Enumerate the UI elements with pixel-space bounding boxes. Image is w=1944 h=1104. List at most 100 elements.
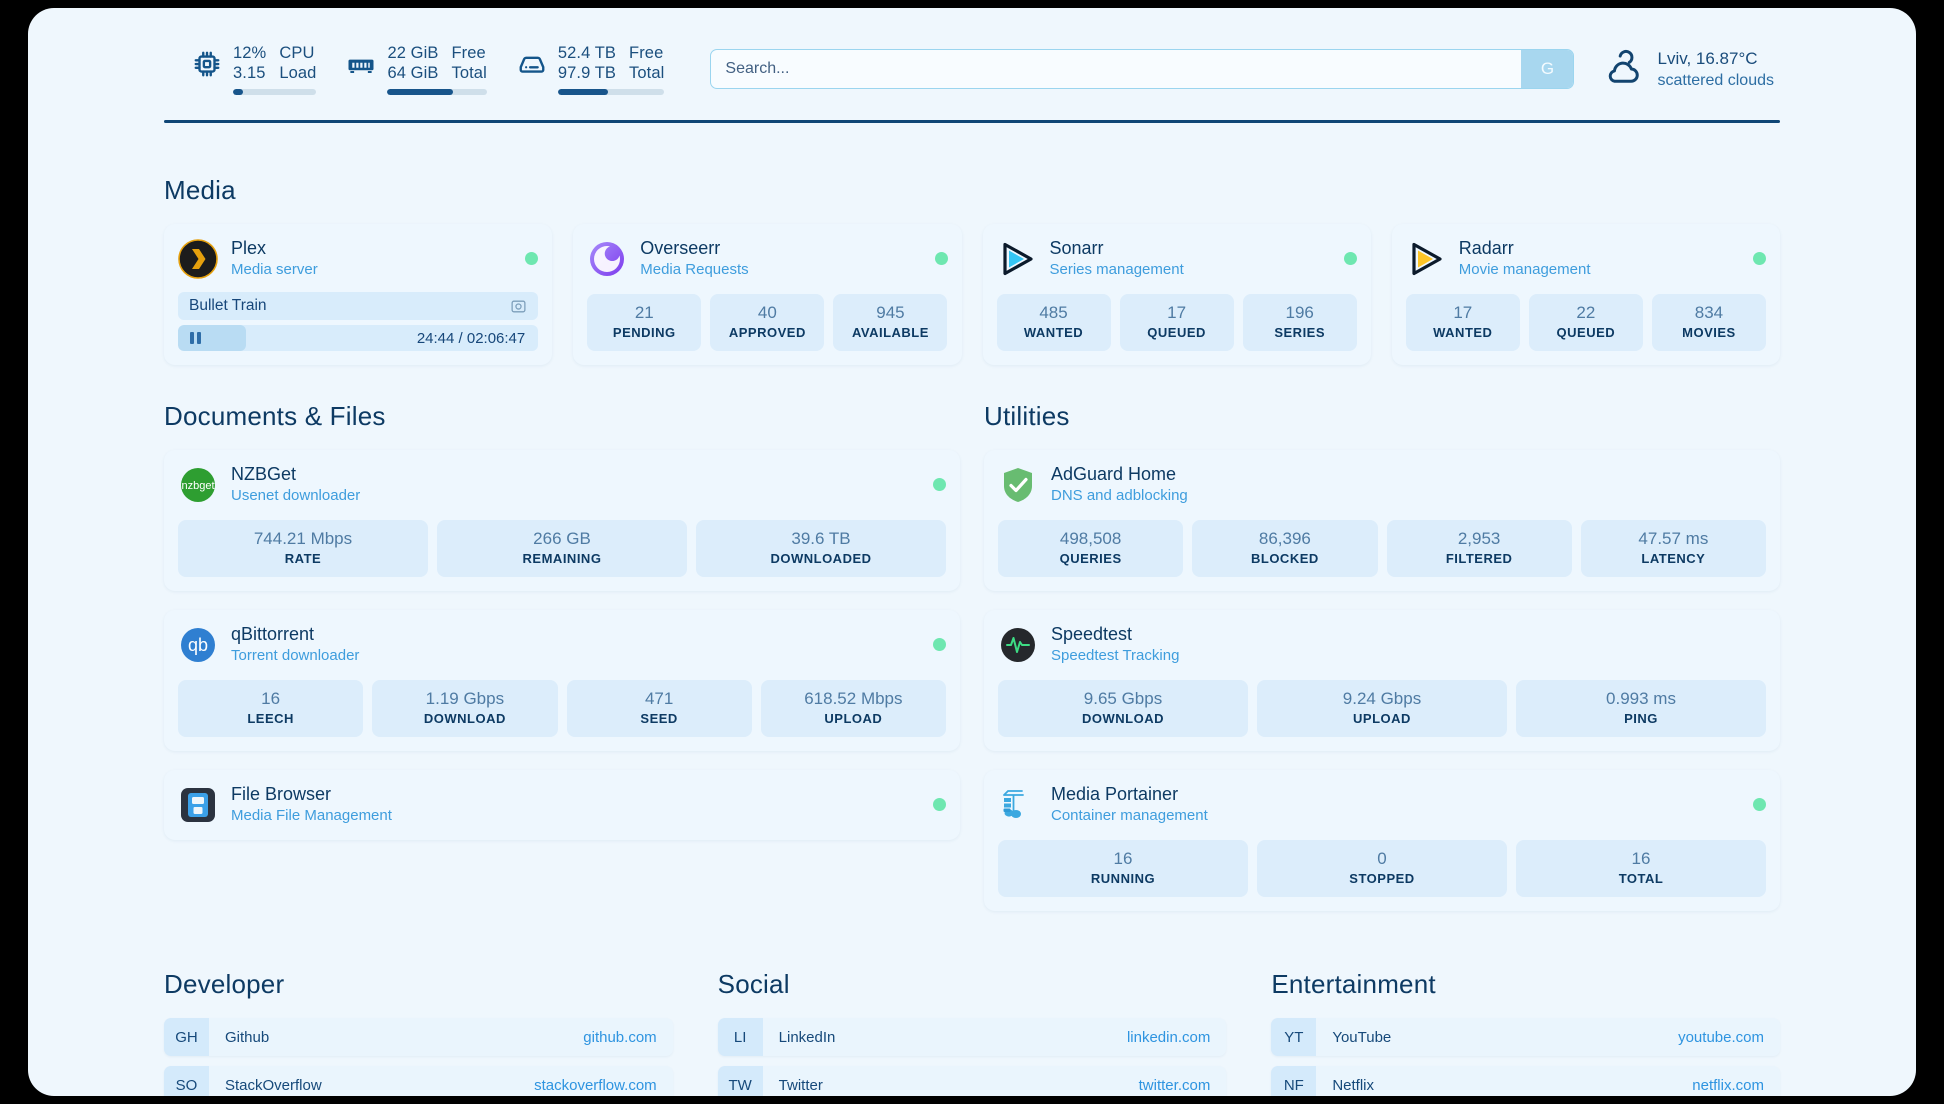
cast-icon[interactable] [510, 298, 527, 315]
stat-label: RATE [284, 551, 322, 566]
bookmark-group-social: Social LI LinkedIn linkedin.com TW Twitt… [717, 969, 1227, 1096]
stat-tile: 266 GB REMAINING [437, 520, 687, 577]
adguard-icon [998, 465, 1038, 505]
pause-icon[interactable] [190, 332, 201, 344]
stat-value: 86,396 [1258, 529, 1311, 548]
service-stats: 21 PENDING 40 APPROVED 945 AVAILABLE [587, 294, 948, 351]
service-name: NZBGet [231, 464, 297, 484]
bookmark-abbr: LI [717, 1018, 763, 1056]
stat-label: TOTAL [1618, 871, 1664, 886]
stat-label: LEECH [247, 711, 294, 726]
search-submit-button[interactable]: G [1521, 50, 1574, 88]
cpu-value-bottom: 3.15 [233, 64, 266, 82]
status-indicator [525, 252, 539, 265]
bookmark-url: github.com [583, 1028, 657, 1046]
nzbget-icon: nzbget [178, 465, 218, 505]
service-card-filebrowser[interactable]: File Browser Media File Management [164, 770, 960, 840]
service-card-portainer[interactable]: Media Portainer Container management 16 … [984, 770, 1780, 911]
bookmark-item[interactable]: GH Github github.com [164, 1018, 673, 1056]
bookmark-url: linkedin.com [1126, 1028, 1211, 1046]
service-desc: Container management [1051, 807, 1208, 824]
service-card-nzbget[interactable]: nzbget NZBGet Usenet downloader 744.21 M… [164, 450, 960, 591]
service-card-radarr[interactable]: Radarr Movie management 17 WANTED 22 QUE… [1391, 224, 1780, 365]
stat-tile: 9.24 Gbps UPLOAD [1257, 680, 1507, 737]
bookmark-url: twitter.com [1138, 1076, 1211, 1094]
service-stats: 498,508 QUERIES 86,396 BLOCKED 2,953 FIL… [998, 520, 1766, 577]
service-card-sonarr[interactable]: Sonarr Series management 485 WANTED 17 Q… [982, 224, 1371, 365]
bookmark-group-title: Developer [164, 969, 285, 999]
stat-label: DOWNLOADED [770, 551, 872, 566]
memory-label-bottom: Total [451, 64, 487, 82]
service-name: Speedtest [1051, 624, 1133, 644]
stat-value: 485 [1039, 303, 1068, 322]
stat-value: 618.52 Mbps [804, 689, 903, 708]
bookmark-name: LinkedIn [778, 1028, 836, 1046]
cpu-stat: 12% 3.15 CPU Load [192, 43, 317, 95]
bookmark-item[interactable]: TW Twitter twitter.com [717, 1066, 1227, 1096]
service-card-qbittorrent[interactable]: qb qBittorrent Torrent downloader 16 LEE… [164, 610, 960, 751]
stat-value: 21 [634, 303, 654, 322]
bookmark-url: youtube.com [1678, 1028, 1764, 1046]
memory-label-top: Free [451, 44, 486, 62]
media-section: Media Plex Media server [164, 175, 1780, 365]
stat-value: 9.65 Gbps [1083, 689, 1163, 708]
bookmark-name: StackOverflow [225, 1076, 322, 1094]
stat-tile: 86,396 BLOCKED [1192, 520, 1378, 577]
stat-label: UPLOAD [824, 711, 883, 726]
bookmark-item[interactable]: SO StackOverflow stackoverflow.com [164, 1066, 673, 1096]
now-playing-progress[interactable]: 24:44 / 02:06:47 [178, 325, 539, 351]
weather-condition: scattered clouds [1657, 71, 1774, 89]
dashboard-header: 12% 3.15 CPU Load [164, 34, 1780, 104]
stat-label: MOVIES [1682, 325, 1736, 340]
memory-values: 22 GiB 64 GiB [387, 43, 438, 83]
service-desc: Media Requests [640, 261, 749, 278]
service-desc: Torrent downloader [231, 647, 360, 664]
stat-value: 22 [1576, 303, 1596, 322]
search-input[interactable] [711, 50, 1522, 88]
stat-tile: 485 WANTED [996, 294, 1111, 351]
service-card-adguard[interactable]: AdGuard Home DNS and adblocking 498,508 … [984, 450, 1780, 591]
weather-location-temp: Lviv, 16.87°C [1657, 48, 1758, 68]
bookmark-item[interactable]: LI LinkedIn linkedin.com [717, 1018, 1227, 1056]
bookmark-name: Twitter [778, 1076, 823, 1094]
cloud-icon [1602, 48, 1644, 90]
stat-value: 266 GB [533, 529, 591, 548]
service-stats: 9.65 Gbps DOWNLOAD 9.24 Gbps UPLOAD 0.99… [998, 680, 1766, 737]
stat-tile: 471 SEED [566, 680, 752, 737]
stat-value: 16 [261, 689, 281, 708]
bookmark-abbr: NF [1271, 1066, 1317, 1096]
documents-section-title: Documents & Files [164, 401, 386, 431]
service-desc: Usenet downloader [231, 487, 361, 504]
svg-text:nzbget: nzbget [181, 480, 214, 492]
bookmark-name: Github [225, 1028, 270, 1046]
status-indicator [934, 252, 948, 265]
service-card-overseerr[interactable]: Overseerr Media Requests 21 PENDING 40 A… [573, 224, 962, 365]
stat-value: 834 [1694, 303, 1724, 322]
service-name: Radarr [1458, 238, 1514, 258]
service-desc: Media File Management [231, 807, 392, 824]
bookmark-group-developer: Developer GH Github github.com SO StackO… [164, 969, 673, 1096]
stat-tile: 16 RUNNING [998, 840, 1248, 897]
stat-label: STOPPED [1349, 871, 1415, 886]
disk-label-top: Free [629, 44, 664, 62]
bookmark-name: YouTube [1332, 1028, 1392, 1046]
service-card-speedtest[interactable]: Speedtest Speedtest Tracking 9.65 Gbps D… [984, 610, 1780, 751]
stat-tile: 945 AVAILABLE [833, 294, 948, 351]
radarr-icon [1406, 239, 1446, 279]
utilities-section-title: Utilities [984, 401, 1070, 431]
stat-tile: 39.6 TB DOWNLOADED [696, 520, 946, 577]
stat-label: PING [1624, 711, 1658, 726]
sonarr-icon [997, 239, 1037, 279]
stat-value: 1.19 Gbps [425, 689, 505, 708]
stat-label: APPROVED [728, 325, 806, 340]
service-card-plex[interactable]: Plex Media server Bullet Train [164, 224, 553, 365]
service-name: Media Portainer [1051, 784, 1179, 804]
stat-label: FILTERED [1445, 551, 1513, 566]
status-indicator [1753, 252, 1766, 265]
search-box[interactable]: G [710, 49, 1575, 89]
bookmark-item[interactable]: YT YouTube youtube.com [1271, 1018, 1780, 1056]
service-name: Plex [231, 238, 267, 258]
bookmark-item[interactable]: NF Netflix netflix.com [1271, 1066, 1780, 1096]
dashboard-screen: 12% 3.15 CPU Load [28, 8, 1916, 1096]
memory-value-top: 22 GiB [387, 44, 439, 62]
